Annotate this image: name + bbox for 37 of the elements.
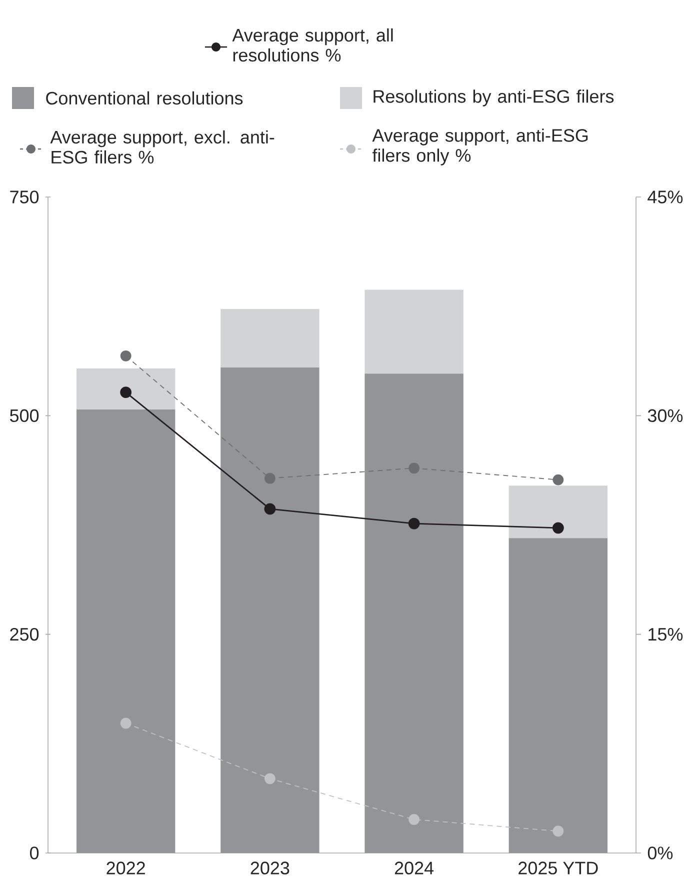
legend-label: Average support, anti-ESG filers only % bbox=[372, 128, 588, 166]
y2-tick-label: 45% bbox=[648, 190, 683, 204]
y-tick-label: 0 bbox=[30, 846, 39, 860]
bar bbox=[364, 290, 464, 374]
y2-tick-label: 0% bbox=[648, 846, 673, 860]
point bbox=[120, 386, 132, 398]
x-tick-label: 2023 bbox=[250, 862, 290, 874]
point bbox=[264, 503, 276, 515]
bar bbox=[508, 538, 608, 853]
legend-label: Resolutions by anti-ESG filers bbox=[374, 90, 614, 106]
bar bbox=[220, 308, 320, 368]
point bbox=[408, 462, 420, 474]
x-tick-label: 2024 bbox=[394, 862, 434, 874]
legend-label: Conventional resolutions bbox=[46, 91, 243, 105]
point bbox=[120, 718, 132, 729]
y-tick-label: 750 bbox=[10, 190, 39, 204]
legend-label: Average support, all resolutions % bbox=[232, 28, 393, 62]
point bbox=[264, 773, 276, 784]
x-tick-label: 2022 bbox=[106, 862, 145, 874]
bar bbox=[76, 410, 176, 853]
x-tick-label: 2025 YTD bbox=[518, 862, 598, 874]
y-tick-label: 250 bbox=[10, 628, 39, 641]
point bbox=[552, 522, 564, 534]
bar bbox=[220, 368, 320, 853]
bar bbox=[508, 486, 608, 538]
point bbox=[408, 518, 420, 530]
bar bbox=[76, 368, 176, 410]
y2-tick-label: 15% bbox=[648, 628, 683, 641]
legend-label: Average support, excl. anti-ESG filers % bbox=[50, 130, 274, 164]
point bbox=[408, 814, 420, 825]
point bbox=[552, 474, 564, 486]
point bbox=[120, 350, 132, 362]
point bbox=[552, 826, 564, 837]
y2-tick-label: 30% bbox=[648, 409, 683, 422]
point bbox=[264, 472, 276, 484]
bar bbox=[364, 374, 464, 853]
y-tick-label: 500 bbox=[10, 409, 39, 422]
